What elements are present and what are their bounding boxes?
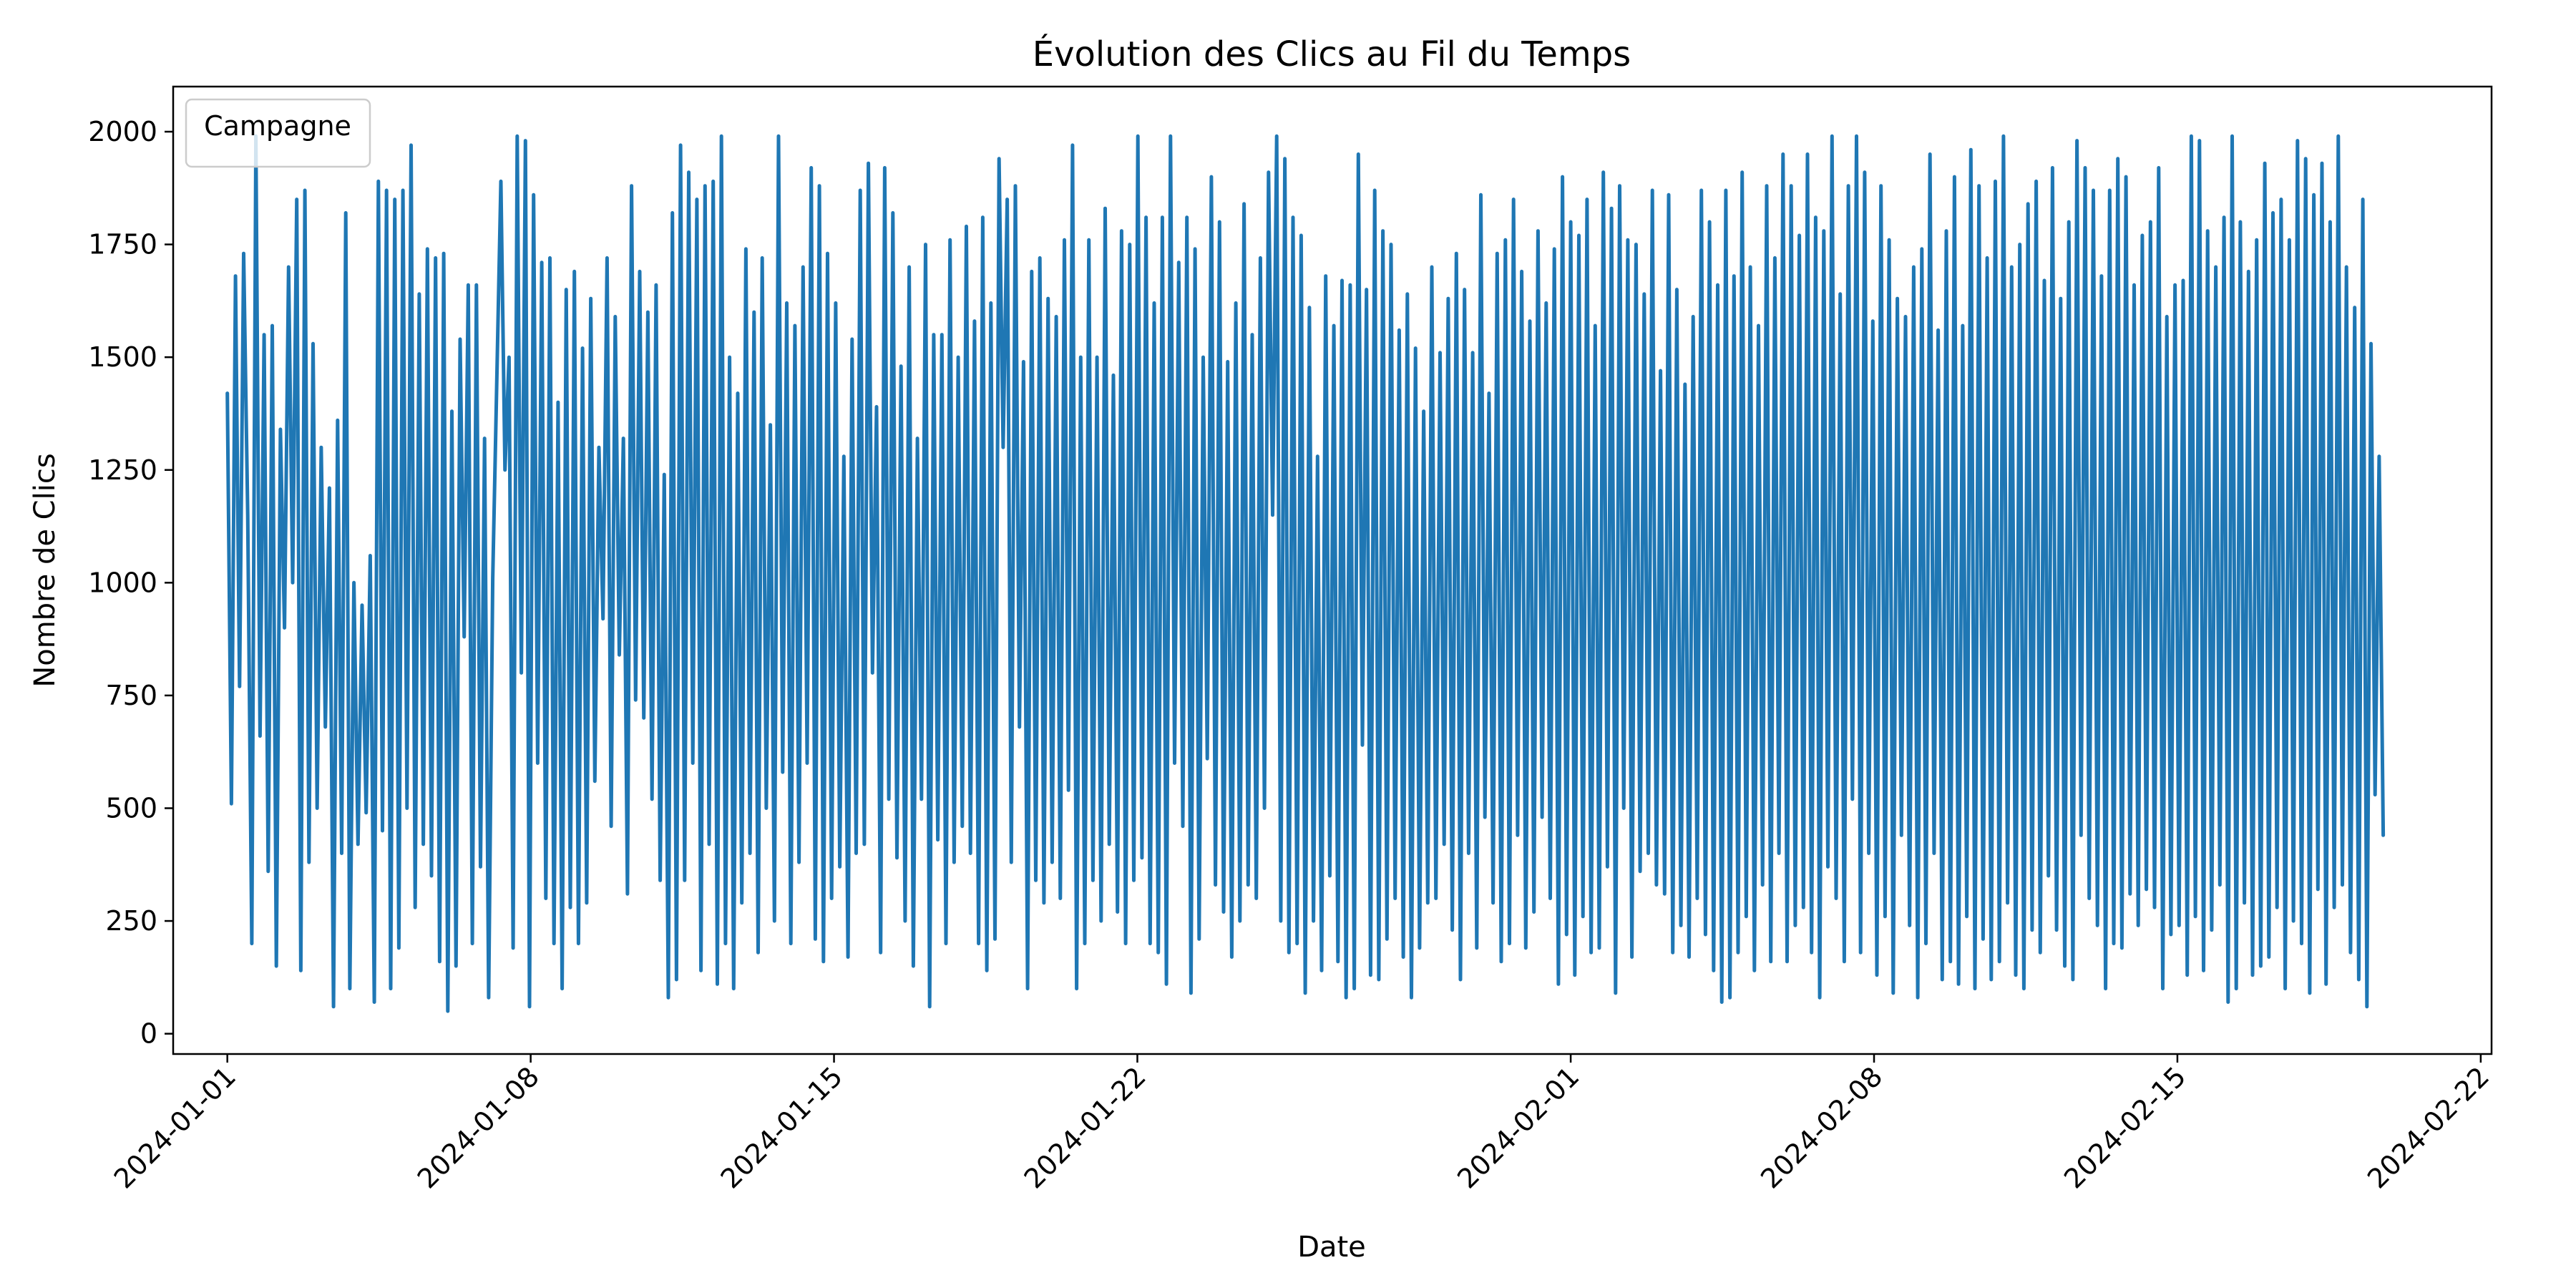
legend-title: Campagne	[204, 110, 351, 142]
legend-box	[185, 98, 371, 168]
y-tick-label: 0	[140, 1018, 157, 1050]
y-tick-label: 1750	[88, 229, 157, 260]
y-tick-label: 1500	[88, 341, 157, 373]
plot-frame	[172, 85, 2493, 1055]
y-tick-label: 1000	[88, 567, 157, 598]
series-line-clics	[225, 134, 2386, 1013]
y-tick-label: 500	[105, 792, 157, 824]
y-tick-label: 250	[105, 905, 157, 937]
chart-title: Évolution des Clics au Fil du Temps	[1033, 34, 1631, 74]
legend: Campagne	[185, 98, 371, 168]
plot-area	[172, 85, 2493, 1055]
y-tick-label: 1250	[88, 454, 157, 486]
x-axis-label: Date	[1297, 1231, 1366, 1264]
y-axis: 0 250 500 750 1000 1250 1500 1750 2000	[88, 116, 173, 1050]
y-axis-label: Nombre de Clics	[29, 453, 62, 687]
y-tick-label: 2000	[88, 116, 157, 147]
y-tick-label: 750	[105, 680, 157, 711]
